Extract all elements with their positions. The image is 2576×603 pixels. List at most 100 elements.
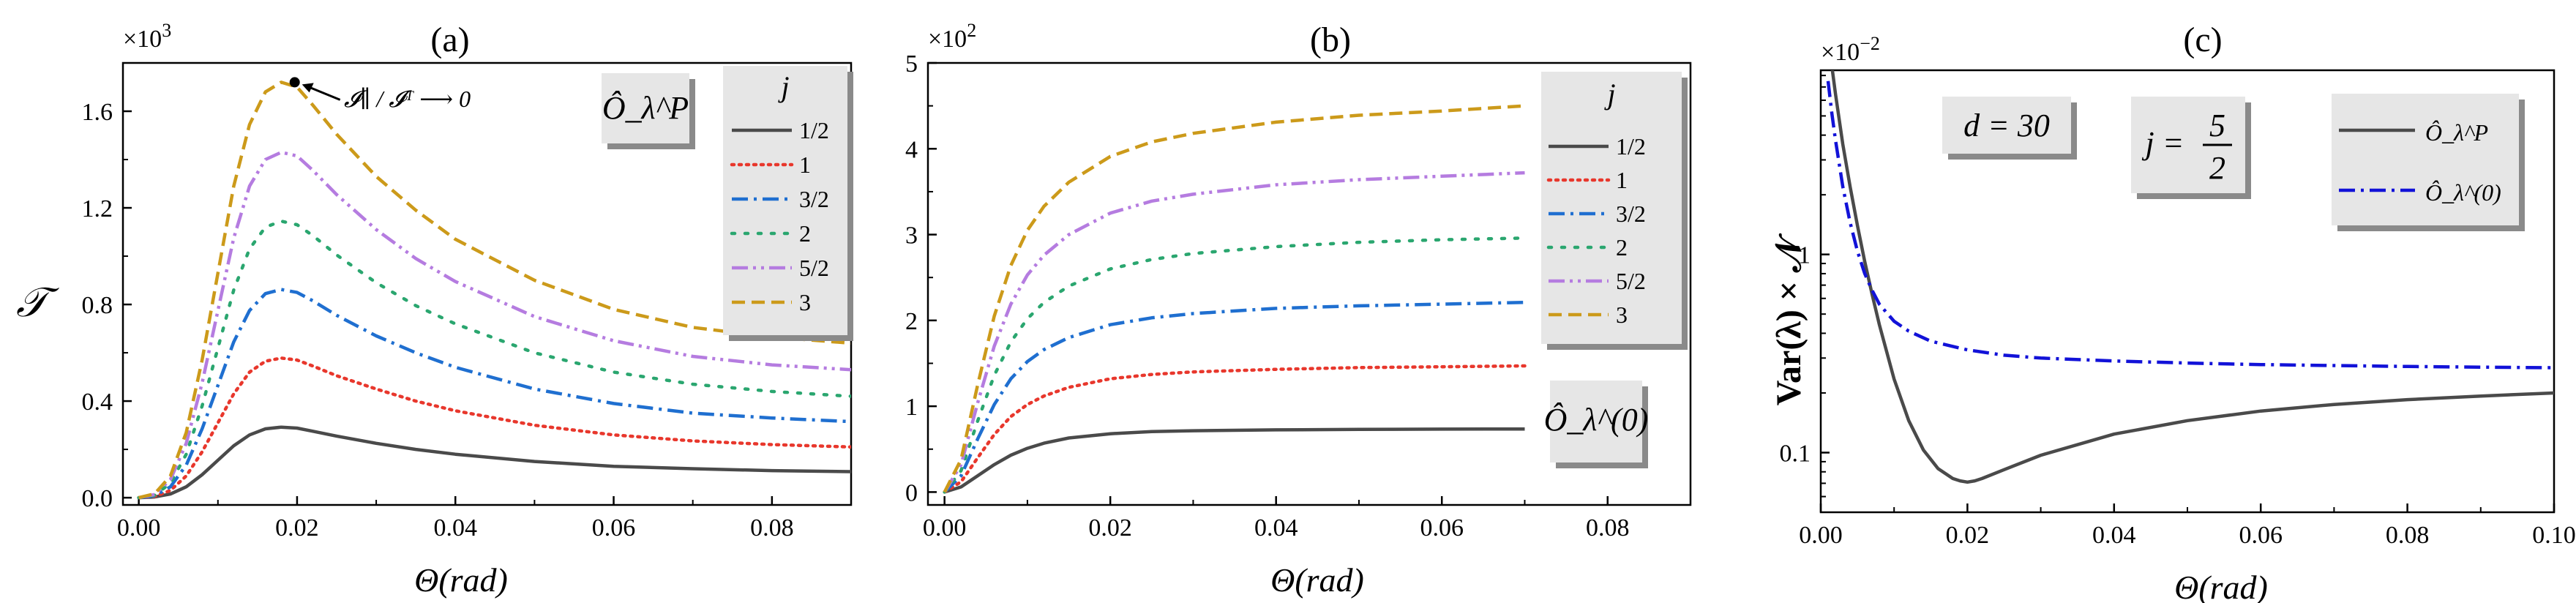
panel-a-series-1 [137, 356, 851, 500]
panel-b-y-tick-label: 4 [905, 136, 918, 163]
panel-a-x-tick-label: 0.02 [275, 514, 319, 542]
legend-label: 3 [1616, 302, 1628, 328]
panel-a: (a) ×103 0.00 0.02 0.04 0.06 0.08 0.0 0.4 0.8 1.… [16, 20, 853, 599]
panel-b-legend [1541, 72, 1682, 344]
panel-a-operator-box [602, 73, 689, 143]
legend-label: 1/2 [799, 117, 829, 143]
panel-c-j-label: j = [2142, 125, 2184, 161]
panel-b-operator-box [1550, 381, 1642, 462]
panel-b-legend-entries: 1/2 1 3/2 2 5/2 3 [1546, 133, 1646, 328]
panel-a-series-group [137, 80, 851, 500]
panel-c-d-box [1942, 97, 2071, 154]
panel-a-x-tick-label: 0.08 [750, 514, 794, 542]
panel-b-x-tick-label: 0.06 [1420, 514, 1464, 542]
panel-c-x-tick-label: 0.00 [1799, 522, 1843, 549]
legend-label: 1 [799, 151, 811, 178]
panel-b-plot-area: 0.00 0.02 0.04 0.06 0.08 0 1 2 3 4 5 [905, 50, 1692, 542]
panel-a-legend-title: j [777, 70, 789, 103]
panel-b-x-axis-title: Θ(rad) [1270, 561, 1364, 599]
panel-a-series-3-2 [138, 288, 851, 500]
panel-b-series-2 [943, 236, 1527, 494]
panel-c-legend-entries: Ô_λ^P Ô_λ^(0) [2339, 119, 2501, 206]
panel-a-series-2 [137, 219, 851, 500]
panel-c-x-axis-title: Θ(rad) [2174, 569, 2268, 603]
panel-a-annotation-arrowhead [302, 83, 314, 93]
panel-b-series-1 [943, 364, 1527, 494]
panel-c-x-tick-label: 0.10 [2532, 522, 2576, 549]
panel-b-x-tick-label: 0.04 [1254, 514, 1298, 542]
panel-a-y-tick-label: 1.6 [82, 99, 113, 126]
panel-b-series-5-2 [943, 171, 1525, 493]
panel-a-y-tick-label: 0.0 [82, 485, 113, 512]
panel-c-y-tick-label: 1 [1798, 242, 1811, 269]
legend-label: Ô_λ^P [2425, 119, 2488, 146]
panel-a-annotation-text: 𝓘∥ / 𝓘ᵀ ⟶ 0 [344, 86, 471, 112]
panel-b-legend-title: j [1603, 78, 1615, 111]
panel-a-y-multiplier: ×103 [123, 20, 171, 53]
legend-label: 3/2 [799, 186, 829, 212]
panel-b-x-tick-label: 0.08 [1586, 514, 1630, 542]
panel-c-x-tick-label: 0.08 [2386, 522, 2430, 549]
legend-label: 2 [1616, 234, 1628, 261]
legend-label: Ô_λ^(0) [2425, 179, 2501, 206]
legend-label: 5/2 [1616, 268, 1646, 294]
panel-a-series-3 [138, 80, 851, 500]
panel-a-y-tick-label: 0.8 [82, 292, 113, 319]
panel-a-operator-label: Ô_λ^P [602, 90, 689, 126]
legend-label: 3 [799, 289, 811, 315]
panel-a-series-5-2 [138, 150, 851, 500]
legend-label: 2 [799, 220, 811, 247]
legend-label: 3/2 [1616, 201, 1646, 227]
panel-b-frame [926, 61, 1692, 506]
panel-a-plot-area: 0.00 0.02 0.04 0.06 0.08 0.0 0.4 0.8 1.2 1.6 [82, 61, 853, 542]
panel-b-y-tick-label: 0 [905, 479, 918, 506]
panel-a-x-tick-label: 0.04 [433, 514, 477, 542]
panel-b-y-tick-label: 1 [905, 394, 918, 421]
panel-c-j-numerator: 5 [2209, 108, 2225, 143]
panel-a-label: (a) [430, 20, 469, 59]
legend-label: 1/2 [1616, 133, 1646, 160]
panel-b-series-3-2 [943, 300, 1525, 494]
panel-b-y-tick-label: 5 [905, 50, 918, 78]
panel-b-y-tick-label: 2 [905, 308, 918, 335]
legend-label: 1 [1616, 167, 1628, 193]
panel-c-label: (c) [2183, 20, 2222, 59]
panel-a-x-tick-label: 0.06 [592, 514, 636, 542]
panel-b-x-tick-label: 0.02 [1088, 514, 1132, 542]
panel-c-y-tick-label: 0.1 [1780, 440, 1811, 467]
panel-c: (c) ×10−2 0.00 0.02 0.04 0.06 0.08 0.10 0.1 1 Θ… [1770, 20, 2576, 603]
panel-a-series-1-2 [138, 425, 851, 500]
panel-a-frame [121, 61, 853, 506]
panel-a-annotation-dot [289, 77, 300, 88]
panel-a-x-axis-title: Θ(rad) [414, 561, 508, 599]
panel-b-x-tick-label: 0.00 [923, 514, 967, 542]
panel-c-plot-area: 0.00 0.02 0.04 0.06 0.08 0.10 0.1 1 [1780, 69, 2576, 549]
legend-label: 5/2 [799, 255, 829, 281]
panel-c-x-tick-label: 0.02 [1946, 522, 1990, 549]
panel-a-y-axis-title: 𝒯 [16, 279, 59, 326]
panel-c-series-group [1826, 70, 2554, 484]
panel-c-j-denominator: 2 [2209, 150, 2225, 186]
panel-b-y-tick-label: 3 [905, 222, 918, 250]
panel-a-x-tick-label: 0.00 [117, 514, 161, 542]
panel-a-annotation-arrow [307, 86, 341, 101]
panel-c-series--0- [1826, 80, 2554, 370]
panel-b-label: (b) [1310, 20, 1351, 59]
panel-b-y-multiplier: ×102 [928, 20, 976, 53]
panel-b: (b) ×102 0.00 0.02 0.04 0.06 0.08 0 1 2 3 4 5 Θ(ra… [905, 20, 1692, 599]
panel-c-series--P [1830, 70, 2554, 484]
panel-c-y-axis-title: Var(λ) × 𝒩 [1770, 233, 1808, 405]
panel-c-y-multiplier: ×10−2 [1821, 33, 1880, 66]
panel-b-operator-label: Ô_λ^(0) [1544, 402, 1649, 438]
panel-c-d-label: d = 30 [1963, 108, 2050, 143]
panel-a-y-tick-label: 0.4 [82, 389, 113, 416]
panel-c-legend [2332, 94, 2519, 225]
panel-b-series-1-2 [944, 427, 1525, 494]
panel-b-series-group [943, 104, 1527, 494]
panel-c-x-tick-label: 0.04 [2092, 522, 2136, 549]
panel-a-legend-entries: 1/2 1 3/2 2 5/2 3 [730, 117, 829, 315]
panel-a-y-tick-label: 1.2 [82, 195, 113, 222]
panel-b-series-3 [943, 104, 1525, 493]
panel-c-x-tick-label: 0.06 [2239, 522, 2283, 549]
